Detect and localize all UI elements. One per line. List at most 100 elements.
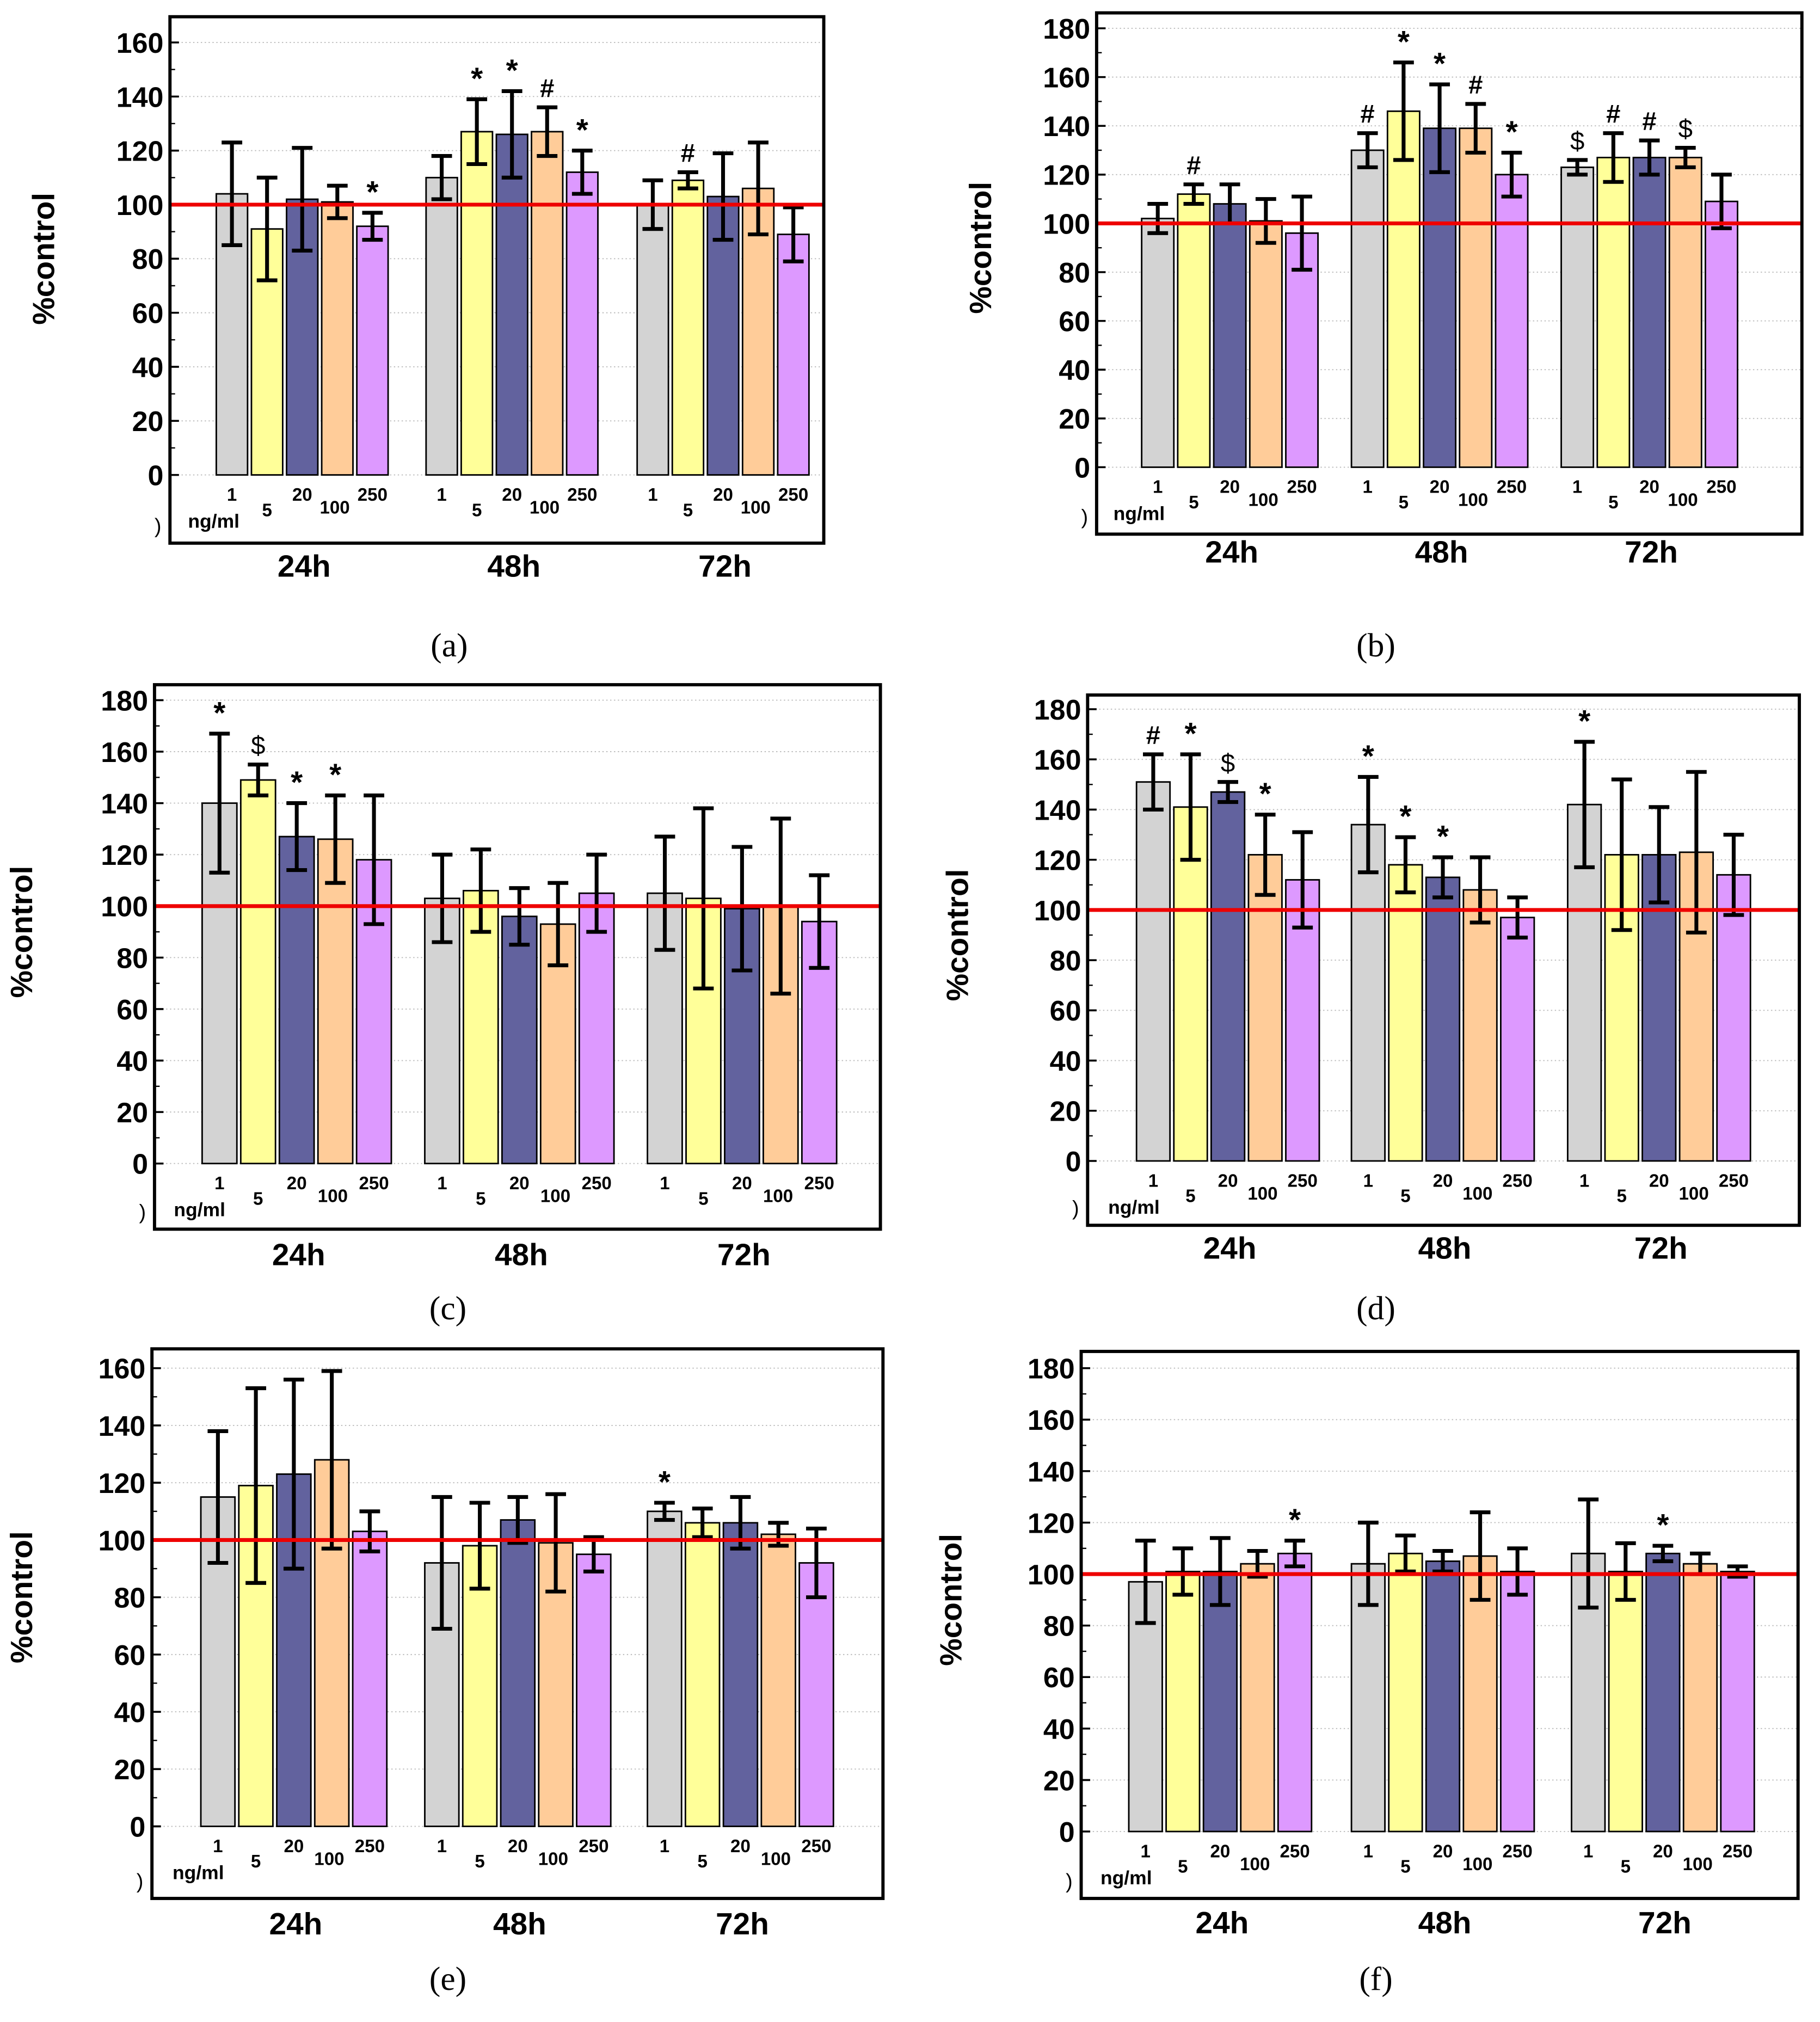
bar-24h-250-ng-ml: [1277, 1552, 1313, 1833]
axis-break-mark: ): [1066, 1870, 1073, 1893]
dose-label: 5: [253, 1189, 263, 1209]
dose-label: 5: [1400, 1187, 1410, 1207]
y-tick-label: 120: [116, 136, 164, 168]
plot-frame: [1095, 11, 1804, 536]
plot-frame: [1086, 693, 1801, 1227]
bar-72h-1-ng-ml: [1560, 166, 1595, 468]
y-tick-label: 120: [99, 1468, 146, 1499]
panel-caption: (d): [1356, 1290, 1395, 1327]
bar-72h-1-ng-ml: [636, 204, 669, 476]
y-axis-label: %control: [27, 193, 61, 325]
dose-label: 100: [761, 1849, 791, 1870]
x-category-label: 48h: [1418, 1232, 1472, 1266]
y-tick-label: 80: [1050, 945, 1081, 977]
dose-label: 20: [1433, 1841, 1453, 1861]
bar-48h-20-ng-ml: [500, 1519, 536, 1827]
dose-label: 20: [1220, 477, 1240, 497]
bar-72h-100-ng-ml: [1668, 157, 1702, 468]
bar-48h-5-ng-ml: [463, 889, 499, 1165]
significance-mark: *: [576, 113, 589, 147]
y-tick-label: 140: [1028, 1456, 1075, 1488]
bar-48h-250-ng-ml: [578, 892, 615, 1165]
dose-label: 250: [1723, 1841, 1753, 1861]
bar-72h-5-ng-ml: [1596, 157, 1631, 468]
y-tick-label: 20: [114, 1754, 145, 1786]
y-tick-label: 140: [101, 789, 148, 820]
dose-label: 5: [262, 500, 272, 520]
bar-24h-20-ng-ml: [1210, 791, 1246, 1162]
bar-24h-1-ng-ml: [1141, 218, 1175, 468]
y-tick-label: 180: [101, 685, 148, 717]
dose-label: 250: [1503, 1841, 1533, 1861]
bar-48h-1-ng-ml: [425, 176, 458, 476]
axis-break-mark: ): [1072, 1197, 1079, 1220]
bar-48h-20-ng-ml: [1425, 1560, 1461, 1833]
dose-label: 250: [1288, 1171, 1318, 1191]
dose-label: 5: [1400, 1857, 1410, 1877]
y-tick-label: 120: [101, 840, 148, 871]
dose-label: 5: [1185, 1187, 1195, 1207]
dose-label: 100: [540, 1187, 570, 1207]
bar-72h-100-ng-ml: [1678, 851, 1714, 1162]
significance-mark: #: [1186, 151, 1201, 180]
panel-e: 020406080100120140160%control)1520100250…: [5, 1347, 885, 1998]
x-category-label: 48h: [493, 1907, 546, 1941]
dose-label: 5: [697, 1852, 707, 1872]
y-tick-label: 100: [101, 892, 148, 923]
y-tick-label: 40: [1043, 1714, 1075, 1746]
axis-break-mark: ): [1081, 506, 1089, 528]
x-category-label: 24h: [1203, 1232, 1257, 1266]
significance-mark: #: [540, 74, 554, 103]
dose-label: 20: [284, 1836, 304, 1857]
bar-72h-20-ng-ml: [1641, 854, 1677, 1162]
dose-label: 100: [530, 498, 559, 518]
dose-label: 100: [1683, 1854, 1713, 1875]
bar-48h-1-ng-ml: [1350, 149, 1385, 468]
y-tick-label: 0: [148, 460, 164, 492]
bar-48h-5-ng-ml: [1386, 110, 1421, 468]
significance-mark: *: [366, 175, 379, 210]
dose-label: 1: [1362, 477, 1372, 497]
y-tick-label: 60: [114, 1640, 145, 1671]
y-tick-label: 100: [1034, 895, 1081, 927]
significance-mark: *: [1289, 1503, 1301, 1538]
y-tick-label: 60: [1059, 306, 1090, 338]
bar-24h-250-ng-ml: [356, 225, 389, 476]
y-axis-label: %control: [5, 1531, 39, 1663]
x-category-label: 48h: [487, 549, 540, 583]
dose-label: 1: [1148, 1171, 1158, 1191]
x-category-label: 24h: [1196, 1906, 1249, 1940]
dose-label: 100: [1679, 1184, 1709, 1204]
dose-label: 1: [660, 1836, 669, 1857]
dose-label: 1: [213, 1836, 223, 1857]
significance-mark: *: [1505, 115, 1518, 150]
significance-mark: *: [1434, 47, 1446, 81]
dose-unit-label: ng/ml: [1100, 1867, 1152, 1889]
bar-24h-250-ng-ml: [1285, 232, 1319, 468]
x-category-label: 48h: [1418, 1906, 1472, 1940]
bar-48h-250-ng-ml: [565, 171, 599, 476]
bar-48h-250-ng-ml: [576, 1553, 612, 1827]
bar-72h-20-ng-ml: [1632, 157, 1667, 468]
significance-mark: *: [1399, 800, 1412, 834]
dose-label: 5: [1399, 493, 1409, 513]
significance-mark: $: [1570, 127, 1584, 156]
y-tick-label: 60: [1050, 995, 1081, 1027]
bar-24h-5-ng-ml: [1173, 806, 1208, 1162]
x-category-label: 24h: [1205, 535, 1258, 569]
bar-48h-5-ng-ml: [460, 131, 494, 476]
y-tick-label: 120: [1034, 845, 1081, 877]
dose-label: 250: [359, 1173, 389, 1194]
dose-label: 250: [1287, 477, 1317, 497]
bar-72h-20-ng-ml: [722, 1522, 759, 1827]
significance-mark: *: [1259, 777, 1272, 812]
dose-label: 1: [1141, 1841, 1151, 1861]
panel-caption: (f): [1359, 1960, 1392, 1998]
dose-label: 250: [355, 1836, 385, 1857]
y-tick-label: 40: [132, 352, 164, 384]
bar-48h-20-ng-ml: [495, 133, 528, 476]
significance-mark: *: [1578, 704, 1591, 739]
dose-label: 20: [732, 1173, 752, 1194]
dose-label: 20: [1653, 1841, 1673, 1861]
panel-d: 020406080100120140160180%control)#1*5$20…: [940, 693, 1801, 1327]
